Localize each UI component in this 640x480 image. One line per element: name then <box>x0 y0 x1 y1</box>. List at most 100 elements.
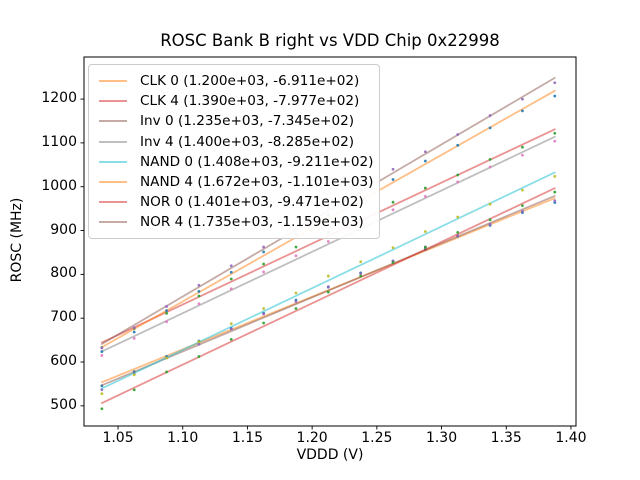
legend-line-swatch <box>99 201 127 204</box>
series-data-point <box>132 373 136 377</box>
series-data-point <box>262 245 266 249</box>
y-tick-label: 600 <box>50 353 77 370</box>
series-data-point <box>326 290 330 294</box>
series-data-point <box>197 294 201 298</box>
legend-label: Inv 4 (1.400e+03, -8.285e+02) <box>140 133 355 150</box>
series-data-point <box>391 178 395 181</box>
series-fit-line <box>100 194 556 387</box>
legend-label: NOR 0 (1.401e+03, -9.471e+02) <box>140 194 364 211</box>
series-data-point <box>229 287 233 291</box>
series-data-point <box>488 202 492 206</box>
series-data-point <box>132 326 136 330</box>
y-axis-label: ROSC (MHz) <box>9 197 25 283</box>
series-data-point <box>521 145 524 149</box>
x-axis-label: VDDD (V) <box>296 447 364 463</box>
series-data-point <box>488 126 492 130</box>
legend-label: NAND 4 (1.672e+03, -1.101e+03) <box>140 174 374 191</box>
series-data-point <box>488 165 492 169</box>
series-data-point <box>553 94 557 98</box>
series-data-point <box>229 277 233 281</box>
series-data-point <box>359 274 363 278</box>
series-data-point <box>521 204 524 208</box>
series-data-point <box>553 175 557 178</box>
series-data-point <box>391 208 395 212</box>
series-data-point <box>294 300 298 304</box>
series-data-point <box>326 285 330 289</box>
series-data-point <box>165 356 168 360</box>
legend-entry: Inv 4 (1.400e+03, -8.285e+02) <box>97 132 371 152</box>
series-data-point <box>423 150 427 154</box>
legend-label: NAND 0 (1.408e+03, -9.211e+02) <box>140 153 374 170</box>
chart-title: ROSC Bank B right vs VDD Chip 0x22998 <box>160 31 500 50</box>
legend-entry: NAND 0 (1.408e+03, -9.211e+02) <box>97 152 374 172</box>
series-data-point <box>456 180 460 184</box>
series-data-point <box>326 240 330 243</box>
series-data-point <box>391 246 395 250</box>
series-data-point <box>262 321 266 325</box>
legend-line-swatch <box>99 160 127 163</box>
series-data-point <box>229 322 233 326</box>
series-data-point <box>294 254 298 258</box>
series-data-point <box>165 312 168 315</box>
legend-entry: NOR 4 (1.735e+03, -1.159e+03) <box>97 212 371 232</box>
y-tick-label: 1000 <box>41 177 77 194</box>
series-data-point <box>521 109 524 113</box>
x-tick-label: 1.15 <box>231 430 264 446</box>
series-data-point <box>100 346 104 350</box>
legend-label: NOR 4 (1.735e+03, -1.159e+03) <box>140 214 364 231</box>
series-data-point <box>262 250 266 254</box>
y-tick-label: 700 <box>50 309 77 326</box>
series-data-point <box>391 200 395 204</box>
legend-entry: NOR 0 (1.401e+03, -9.471e+02) <box>97 192 371 212</box>
series-data-point <box>456 231 460 234</box>
series-data-point <box>326 274 330 278</box>
legend-entry: NAND 4 (1.672e+03, -1.101e+03) <box>97 172 374 192</box>
y-tick-label: 900 <box>50 221 77 238</box>
series-data-point <box>165 305 168 308</box>
series-data-point <box>197 355 201 358</box>
axes-spines <box>83 56 577 427</box>
series-data-point <box>100 407 104 411</box>
series-data-point <box>488 157 492 161</box>
series-data-point <box>423 186 427 190</box>
series-data-point <box>423 159 427 163</box>
legend-label: CLK 4 (1.390e+03, -7.977e+02) <box>140 93 360 110</box>
series-data-point <box>262 312 266 316</box>
series-data-point <box>100 354 104 357</box>
series-data-point <box>100 392 104 396</box>
series-data-point <box>521 97 524 101</box>
series-data-point <box>553 131 557 135</box>
legend-line-swatch <box>99 80 127 83</box>
series-data-point <box>423 194 427 198</box>
series-data-point <box>294 245 298 249</box>
series-fit-line <box>100 135 556 353</box>
legend-label: Inv 0 (1.235e+03, -7.345e+02) <box>140 113 355 130</box>
series-data-point <box>294 307 298 310</box>
series-data-point <box>197 283 201 287</box>
series-data-point <box>229 338 233 341</box>
series-data-point <box>553 190 557 194</box>
series-data-point <box>229 270 233 274</box>
x-tick-label: 1.30 <box>425 430 458 446</box>
legend: CLK 0 (1.200e+03, -6.911e+02) CLK 4 (1.39… <box>88 64 380 239</box>
series-data-point <box>359 272 363 276</box>
y-tick-label: 500 <box>50 396 77 413</box>
legend-entry: Inv 0 (1.235e+03, -7.345e+02) <box>97 111 371 131</box>
series-data-point <box>165 370 168 374</box>
series-data-point <box>197 340 201 344</box>
series-data-point <box>165 320 168 324</box>
legend-entry: CLK 0 (1.200e+03, -6.911e+02) <box>97 71 371 91</box>
series-data-point <box>262 270 266 274</box>
series-data-point <box>553 199 557 203</box>
x-tick-label: 1.25 <box>361 430 393 446</box>
series-data-point <box>229 327 233 331</box>
series-data-point <box>197 302 201 306</box>
series-data-point <box>197 342 201 346</box>
x-tick-label: 1.05 <box>102 430 134 446</box>
series-data-point <box>521 188 524 192</box>
series-data-point <box>165 309 168 313</box>
series-data-point <box>521 209 524 213</box>
series-data-point <box>391 261 395 264</box>
legend-line-swatch <box>99 100 127 103</box>
